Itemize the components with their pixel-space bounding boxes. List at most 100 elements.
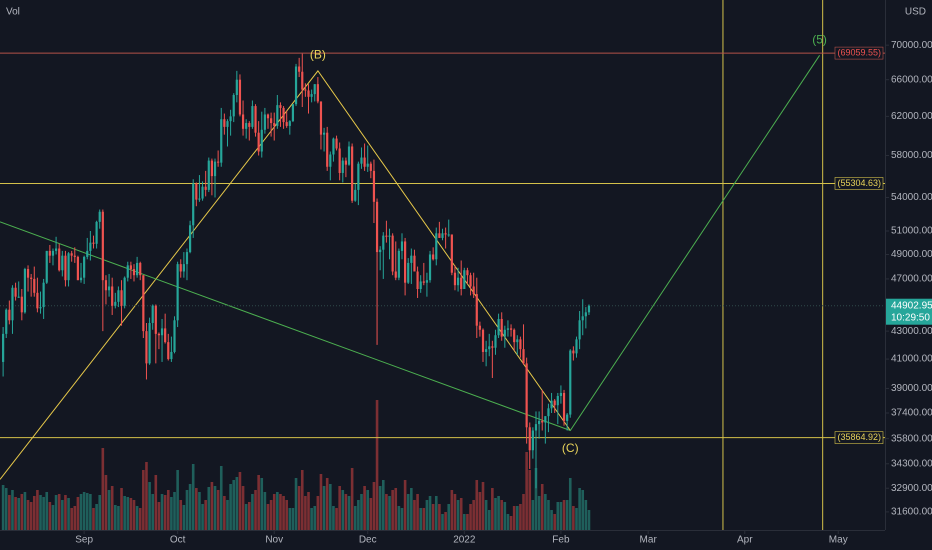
- volume-bar: [219, 466, 223, 530]
- volume-bar: [26, 500, 30, 530]
- volume-bar: [410, 488, 413, 530]
- volume-bar: [229, 484, 232, 530]
- candle-body: [176, 264, 179, 321]
- candle-body: [204, 186, 207, 190]
- volume-bar: [282, 496, 285, 530]
- volume-bar: [247, 502, 251, 530]
- candle-body: [332, 138, 335, 155]
- volume-bar: [509, 516, 513, 530]
- volume-bar: [381, 480, 385, 530]
- candle-body: [67, 253, 70, 281]
- candle-body: [33, 278, 36, 293]
- candle-body: [528, 427, 531, 451]
- candle-body: [139, 262, 142, 276]
- volume-bar: [319, 474, 323, 530]
- volume-bar: [241, 486, 245, 530]
- volume-bar: [484, 500, 488, 530]
- trend-line: [0, 70, 571, 480]
- y-tick-label: 47000.00: [891, 274, 932, 285]
- volume-bar: [347, 496, 351, 530]
- candle-body: [235, 79, 238, 96]
- candle-body: [245, 123, 248, 129]
- volume-label: Vol: [6, 7, 20, 18]
- volume-bar: [444, 512, 447, 530]
- candle-body: [92, 242, 95, 244]
- volume-bar: [145, 462, 148, 530]
- y-tick-label: 35800.00: [891, 433, 932, 444]
- candle-body: [226, 121, 229, 127]
- candle-body: [338, 148, 341, 173]
- y-tick-label: 66000.00: [891, 74, 932, 85]
- volume-bar: [475, 480, 479, 530]
- volume-bar: [195, 488, 198, 530]
- volume-bar: [129, 498, 133, 530]
- candle-body: [435, 233, 438, 260]
- candle-body: [509, 328, 513, 330]
- volume-bar: [344, 494, 348, 530]
- candle-body: [497, 318, 500, 336]
- level-label-box: [834, 431, 884, 444]
- x-tick-label: Mar: [640, 535, 658, 546]
- volume-bar: [375, 400, 379, 530]
- volume-bar: [257, 475, 260, 530]
- currency-label[interactable]: USD: [905, 7, 926, 18]
- volume-bar: [92, 508, 95, 530]
- candle-body: [213, 161, 217, 177]
- candle-body: [344, 160, 347, 165]
- volume-bar: [20, 494, 24, 530]
- candle-body: [397, 250, 400, 278]
- volume-bar: [260, 478, 264, 530]
- candle-body: [70, 253, 73, 256]
- volume-bar: [148, 482, 151, 530]
- y-tick-label: 70000.00: [891, 40, 932, 51]
- candle-body: [369, 163, 372, 171]
- candle-body: [569, 350, 572, 415]
- volume-bar: [578, 488, 581, 530]
- volume-bar: [272, 494, 276, 530]
- volume-bar: [316, 496, 320, 530]
- volume-bar: [213, 486, 217, 530]
- candle-body: [372, 170, 376, 202]
- candle-body: [322, 132, 326, 135]
- volume-bar: [23, 492, 27, 530]
- volume-bar: [85, 493, 89, 530]
- candle-body: [217, 161, 220, 163]
- candle-body: [248, 123, 251, 127]
- candle-body: [123, 277, 126, 306]
- candle-body: [506, 328, 510, 330]
- volume-bar: [8, 495, 11, 530]
- volume-bar: [500, 500, 504, 530]
- volume-bar: [388, 496, 391, 530]
- volume-bar: [138, 508, 142, 530]
- candle-body: [587, 305, 591, 313]
- volume-bar: [166, 490, 170, 530]
- candle-body: [335, 138, 338, 149]
- volume-bar: [285, 500, 288, 530]
- volume-bar: [107, 490, 111, 530]
- volume-bar: [163, 495, 167, 530]
- volume-bar: [394, 488, 398, 530]
- level-label: (35864.92): [837, 432, 881, 442]
- last-price-box: [886, 298, 932, 325]
- y-tick-label: 31600.00: [891, 507, 932, 518]
- volume-bar: [110, 486, 114, 530]
- volume-bar: [307, 492, 310, 530]
- y-tick-label: 62000.00: [891, 111, 932, 122]
- candle-body: [432, 254, 435, 260]
- candle-body: [160, 328, 164, 336]
- volume-bar: [142, 470, 145, 530]
- drawings-layer: [0, 0, 885, 530]
- candle-body: [79, 277, 83, 281]
- wave-label: (B): [310, 47, 326, 61]
- candle-body: [198, 198, 201, 200]
- y-tick-label: 32900.00: [891, 483, 932, 494]
- volume-bar: [216, 490, 220, 530]
- volume-bar: [98, 495, 102, 530]
- candle-body: [538, 420, 541, 425]
- candle-body: [157, 333, 161, 336]
- volume-bar: [288, 508, 292, 530]
- candle-body: [304, 89, 307, 91]
- candle-body: [238, 79, 242, 115]
- candle-body: [188, 225, 192, 253]
